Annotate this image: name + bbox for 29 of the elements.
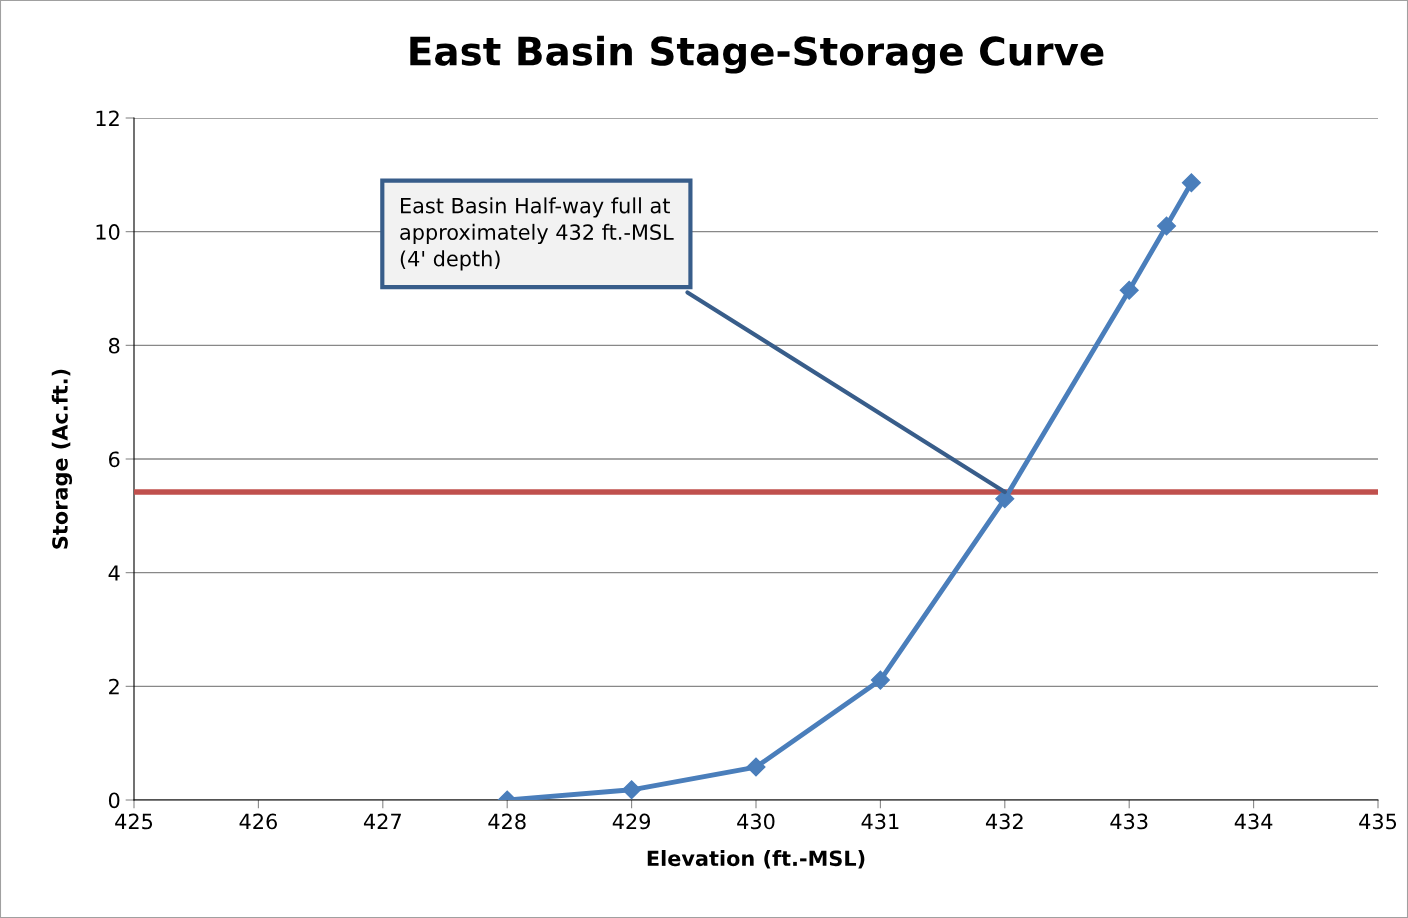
x-tick-label: 431 [861, 813, 899, 830]
x-tick-label: 432 [985, 813, 1023, 830]
y-tick-label: 10 [96, 224, 120, 240]
x-tick-label: 427 [363, 813, 401, 830]
x-tick-label: 425 [115, 813, 153, 830]
y-tick-label: 6 [109, 451, 120, 468]
y-tick-label: 0 [108, 792, 120, 809]
x-tick-label: 435 [1359, 813, 1397, 830]
x-tick-label: 430 [737, 813, 775, 830]
x-axis-title: Elevation (ft.-MSL) [647, 850, 865, 869]
x-tick-label: 429 [612, 813, 651, 830]
point [622, 780, 642, 800]
y-tick-label: 8 [108, 337, 120, 354]
annotation: East Basin Half-way full at approximately 432 ft.-MSL (4' depth) [400, 197, 674, 271]
point [746, 757, 766, 777]
point [995, 489, 1015, 509]
x-tick-label: 428 [488, 813, 526, 830]
x-tick-label: 434 [1234, 813, 1273, 830]
point [870, 670, 890, 690]
y-tick-label: 4 [108, 565, 120, 581]
y-tick-label: 12 [96, 110, 119, 126]
point [1156, 216, 1177, 236]
x-tick-label: 433 [1110, 813, 1148, 830]
x-tick-label: 426 [239, 813, 277, 830]
point [1181, 173, 1201, 193]
y-axis-title: Storage (Ac.ft.) [51, 369, 73, 549]
y-tick-label: 2 [109, 678, 119, 695]
chart-title: East Basin Stage-Storage Curve [410, 35, 1104, 74]
point [1119, 280, 1139, 300]
